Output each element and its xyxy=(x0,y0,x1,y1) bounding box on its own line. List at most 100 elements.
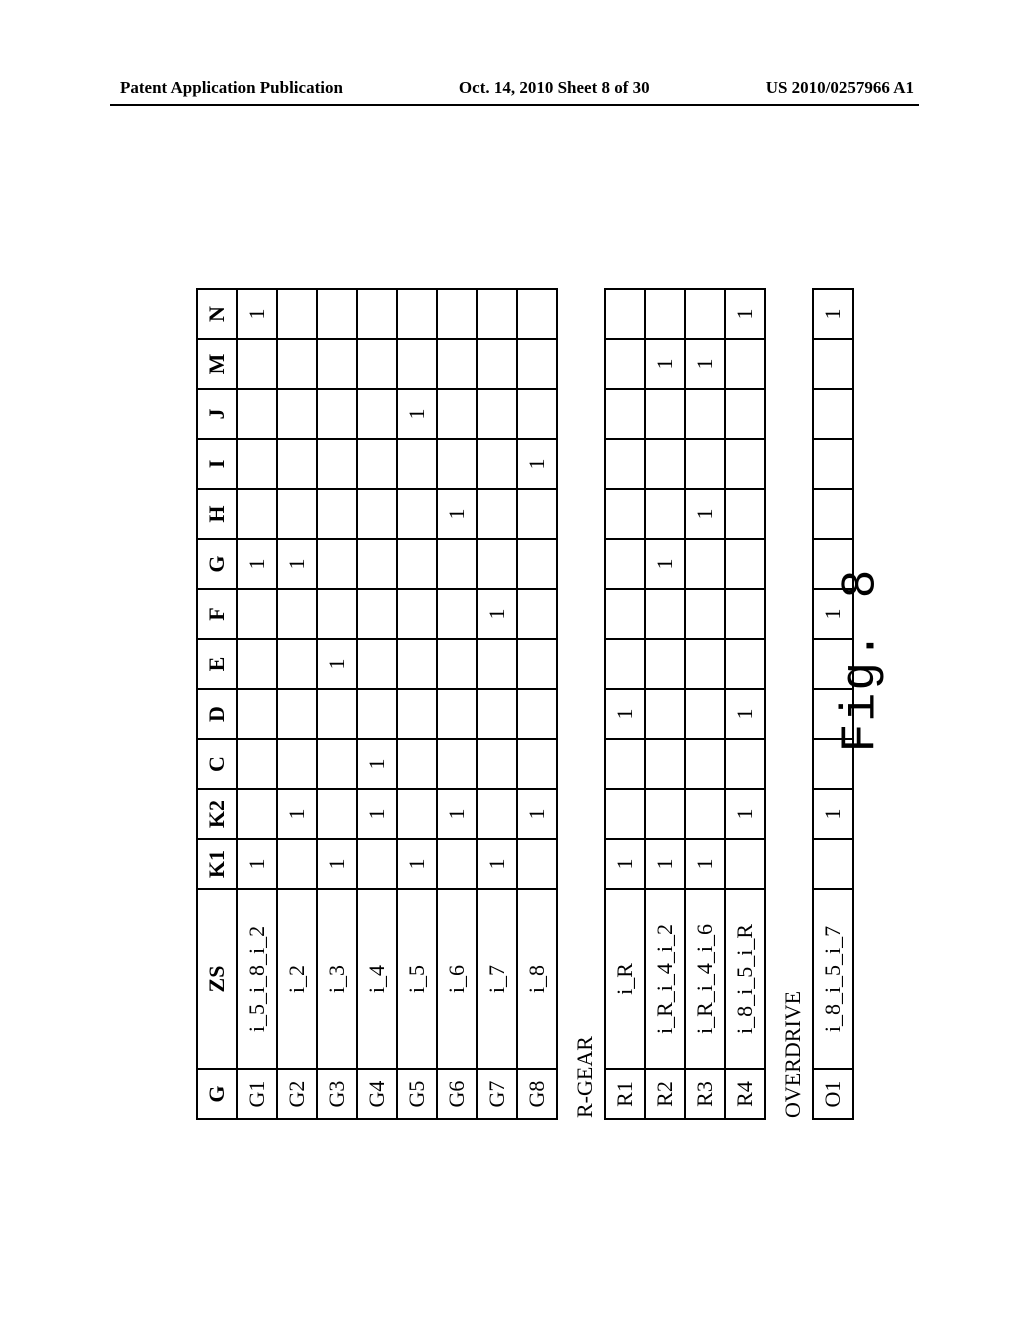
cell: 1 xyxy=(645,839,685,889)
row-label: G1 xyxy=(237,1069,277,1119)
cell xyxy=(317,739,357,789)
table-row: R2i_R_i_4_i_2111 xyxy=(645,289,685,1119)
table-row: G4i_411 xyxy=(357,289,397,1119)
row-label: G6 xyxy=(437,1069,477,1119)
cell xyxy=(277,339,317,389)
cell xyxy=(237,439,277,489)
cell xyxy=(477,389,517,439)
header-left: Patent Application Publication xyxy=(120,78,343,98)
cell xyxy=(645,439,685,489)
zs-cell: i_4 xyxy=(357,889,397,1069)
cell xyxy=(685,739,725,789)
zs-cell: i_8_i_5_i_R xyxy=(725,889,765,1069)
cell xyxy=(605,389,645,439)
cell xyxy=(813,489,853,539)
cell xyxy=(605,589,645,639)
cell xyxy=(437,289,477,339)
row-label: R4 xyxy=(725,1069,765,1119)
header-center: Oct. 14, 2010 Sheet 8 of 30 xyxy=(459,78,650,98)
zs-cell: i_5 xyxy=(397,889,437,1069)
table-row: G5i_511 xyxy=(397,289,437,1119)
zs-cell: i_R xyxy=(605,889,645,1069)
col-header: E xyxy=(197,639,237,689)
cell xyxy=(397,589,437,639)
zs-cell: i_5_i_8_i_2 xyxy=(237,889,277,1069)
table-row: G6i_611 xyxy=(437,289,477,1119)
cell xyxy=(685,539,725,589)
cell xyxy=(685,789,725,839)
cell xyxy=(517,339,557,389)
cell xyxy=(237,339,277,389)
cell xyxy=(437,639,477,689)
cell xyxy=(237,389,277,439)
cell xyxy=(725,639,765,689)
table-row: G7i_711 xyxy=(477,289,517,1119)
cell: 1 xyxy=(685,489,725,539)
cell xyxy=(237,789,277,839)
cell xyxy=(357,539,397,589)
cell: 1 xyxy=(725,689,765,739)
cell xyxy=(725,739,765,789)
row-label: G2 xyxy=(277,1069,317,1119)
cell xyxy=(357,839,397,889)
cell xyxy=(317,389,357,439)
col-header: I xyxy=(197,439,237,489)
cell xyxy=(317,339,357,389)
cell: 1 xyxy=(237,539,277,589)
cell xyxy=(437,589,477,639)
cell xyxy=(517,639,557,689)
cell xyxy=(437,839,477,889)
cell xyxy=(685,689,725,739)
cell xyxy=(357,489,397,539)
cell xyxy=(397,489,437,539)
cell xyxy=(477,689,517,739)
col-header: K1 xyxy=(197,839,237,889)
cell xyxy=(357,589,397,639)
cell: 1 xyxy=(725,289,765,339)
cell: 1 xyxy=(685,339,725,389)
col-header: K2 xyxy=(197,789,237,839)
header-right: US 2010/0257966 A1 xyxy=(766,78,914,98)
cell xyxy=(277,739,317,789)
cell xyxy=(317,289,357,339)
col-header: F xyxy=(197,589,237,639)
cell xyxy=(645,639,685,689)
cell xyxy=(317,689,357,739)
rgear-table: R1i_R11 R2i_R_i_4_i_2111 R3i_R_i_4_i_611… xyxy=(604,288,766,1120)
cell xyxy=(477,489,517,539)
cell xyxy=(517,289,557,339)
cell xyxy=(477,339,517,389)
figure-label: Fig. 8 xyxy=(835,568,889,753)
cell xyxy=(477,439,517,489)
zs-cell: i_8 xyxy=(517,889,557,1069)
cell: 1 xyxy=(685,839,725,889)
cell xyxy=(685,589,725,639)
cell xyxy=(685,639,725,689)
cell: 1 xyxy=(437,489,477,539)
cell: 1 xyxy=(645,539,685,589)
cell xyxy=(517,689,557,739)
cell: 1 xyxy=(397,839,437,889)
cell: 1 xyxy=(397,389,437,439)
col-header: H xyxy=(197,489,237,539)
cell xyxy=(645,789,685,839)
zs-cell: i_R_i_4_i_2 xyxy=(645,889,685,1069)
cell: 1 xyxy=(813,289,853,339)
cell xyxy=(277,589,317,639)
cell xyxy=(517,589,557,639)
cell xyxy=(357,639,397,689)
table-row: R3i_R_i_4_i_6111 xyxy=(685,289,725,1119)
cell xyxy=(317,539,357,589)
page: Patent Application Publication Oct. 14, … xyxy=(0,0,1024,1320)
zs-cell: i_2 xyxy=(277,889,317,1069)
forward-gear-table: G ZS K1 K2 C D E F G H I J M N G1i_5_i_8… xyxy=(196,288,558,1120)
cell: 1 xyxy=(357,739,397,789)
cell xyxy=(725,489,765,539)
cell: 1 xyxy=(317,839,357,889)
cell xyxy=(357,439,397,489)
col-header: M xyxy=(197,339,237,389)
row-label: R1 xyxy=(605,1069,645,1119)
cell xyxy=(685,439,725,489)
cell xyxy=(277,439,317,489)
cell: 1 xyxy=(517,789,557,839)
